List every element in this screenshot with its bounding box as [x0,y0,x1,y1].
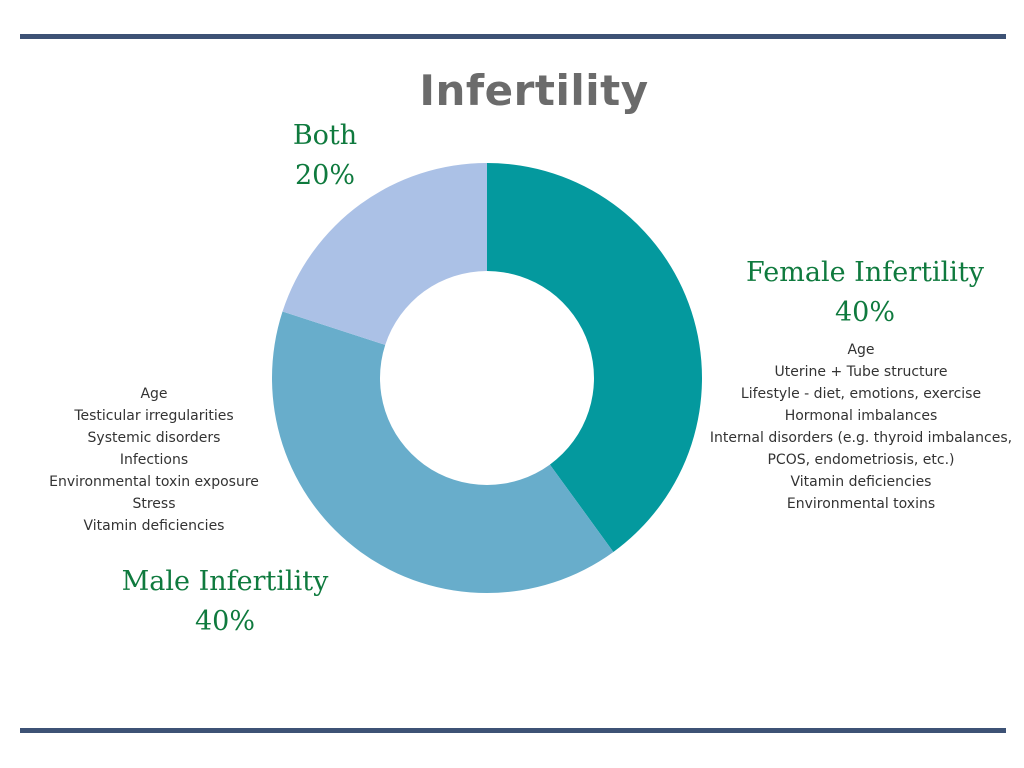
label-male-name: Male Infertility [121,566,329,597]
slice-male-infertility [272,311,614,593]
female-cause-item: Environmental toxins [786,496,936,512]
male-cause-item: Infections [119,452,189,468]
male-cause-item: Stress [132,496,176,512]
slice-both [282,163,487,345]
male-cause-item: Age [140,386,168,402]
male-cause-item: Environmental toxin exposure [49,474,259,490]
bottom-divider [20,728,1006,733]
label-male-infertility: Male Infertility 40% [95,562,355,642]
male-cause-item: Testicular irregularities [74,408,234,424]
female-cause-item: Lifestyle - diet, emotions, exercise [740,386,982,402]
top-divider [20,34,1006,39]
female-cause-item: Age [847,342,875,358]
female-cause-item: Vitamin deficiencies [790,474,932,490]
label-both-value: 20% [294,160,355,191]
female-cause-item: Hormonal imbalances [784,408,938,424]
female-cause-item: PCOS, endometriosis, etc.) [767,452,955,468]
male-causes-list: Age Testicular irregularities Systemic d… [34,383,274,537]
female-causes-list: Age Uterine + Tube structure Lifestyle -… [700,339,1022,515]
female-cause-item: Uterine + Tube structure [774,364,948,380]
male-cause-item: Systemic disorders [87,430,221,446]
label-female-infertility: Female Infertility 40% [720,253,1010,333]
male-cause-item: Vitamin deficiencies [83,518,225,534]
label-female-name: Female Infertility [746,257,984,288]
slice-female-infertility [487,163,702,552]
label-both-name: Both [292,120,358,151]
label-male-value: 40% [194,606,255,637]
female-cause-item: Internal disorders (e.g. thyroid imbalan… [709,430,1013,446]
label-both: Both 20% [255,116,395,196]
chart-title: Infertility [419,66,649,115]
label-female-value: 40% [834,297,895,328]
